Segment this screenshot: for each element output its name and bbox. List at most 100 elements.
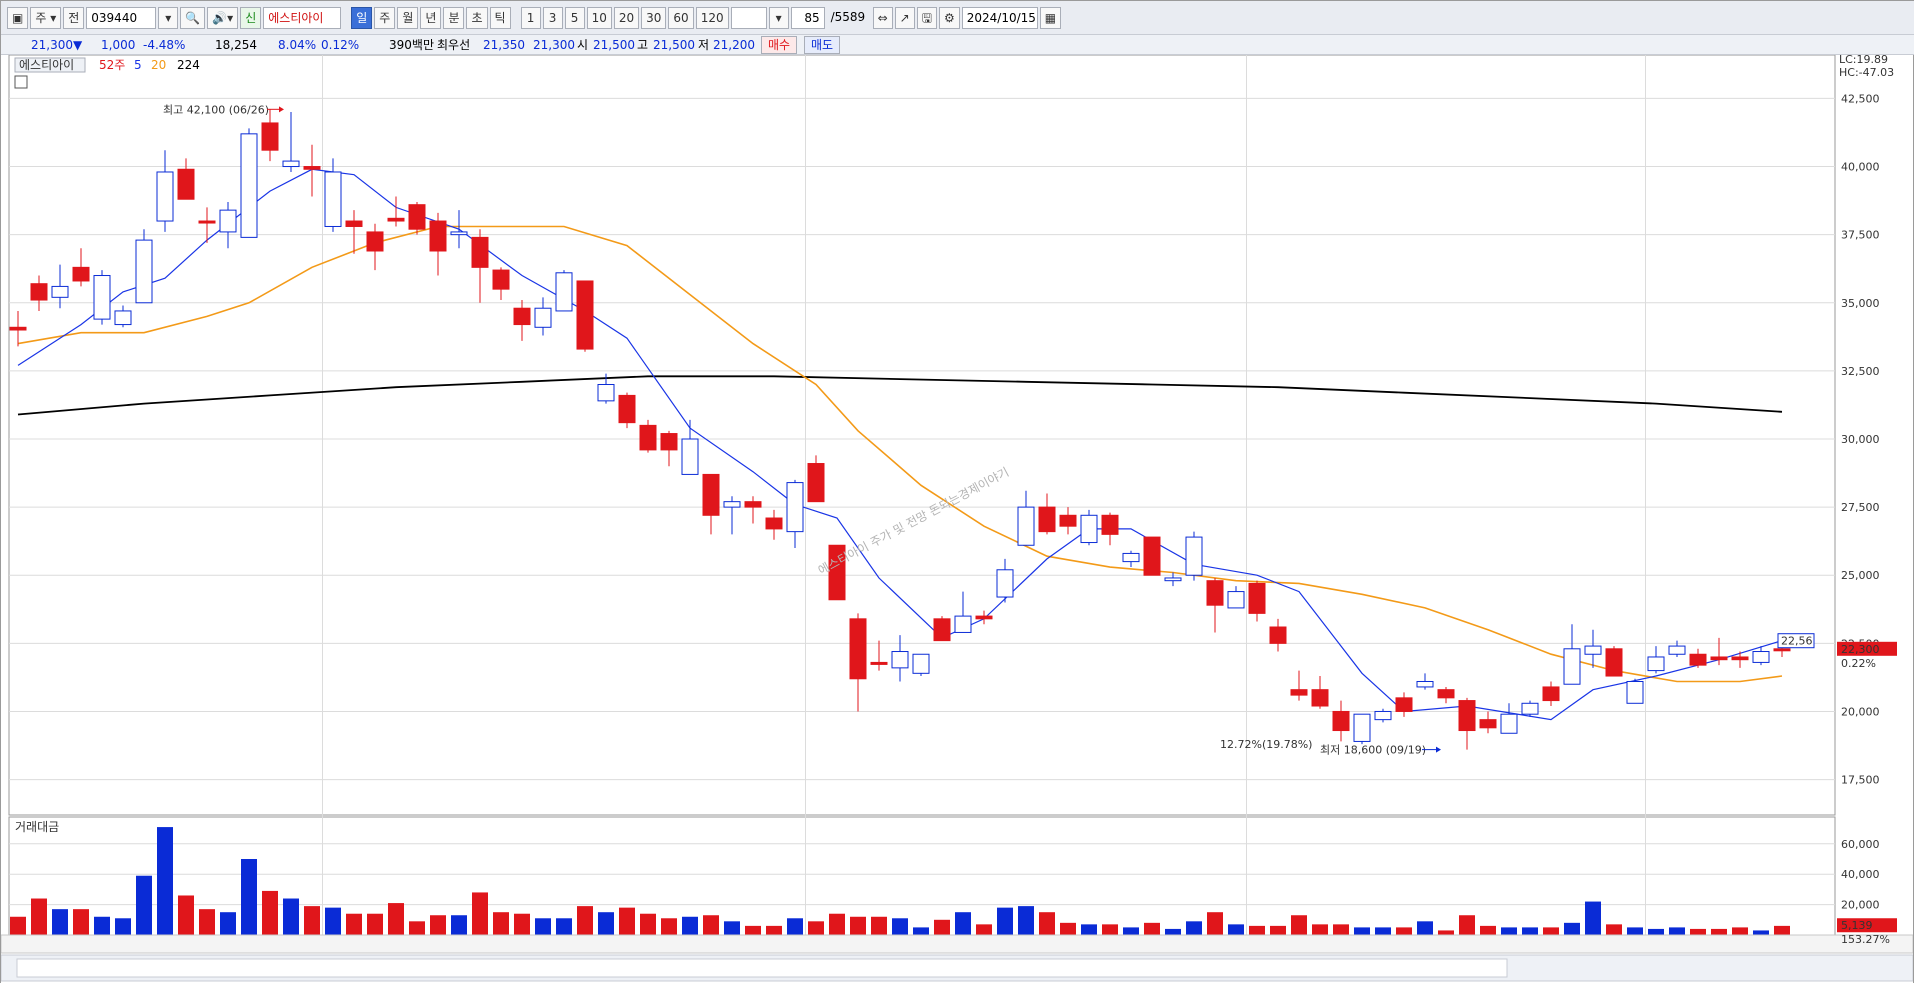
high-arrowhead: [279, 106, 284, 113]
candle-body: [1332, 710, 1350, 732]
stock-code-input[interactable]: 039440: [86, 6, 157, 29]
best-bid-price: 21,300: [533, 38, 575, 52]
interval-1[interactable]: 1: [520, 6, 541, 29]
high-price: 21,500: [653, 38, 695, 52]
volume-bar: [1690, 928, 1706, 935]
candle-body: [660, 433, 678, 451]
candle-body: [933, 618, 951, 642]
candle-body: [954, 615, 972, 633]
candle-body: [1164, 577, 1182, 582]
candle-body: [975, 615, 993, 620]
volume-bar: [1585, 901, 1601, 935]
lc-label: LC:19.89: [1839, 55, 1888, 66]
volume-bar: [934, 919, 950, 935]
volume-bars: [10, 827, 1790, 935]
candle-body: [1458, 700, 1476, 732]
period-tab-year[interactable]: 년: [420, 6, 442, 29]
chart-mode-button[interactable]: 전: [63, 6, 85, 29]
candle-body: [1227, 591, 1245, 609]
candle-body: [1752, 651, 1770, 663]
candle-body: [324, 171, 342, 227]
layout-icon[interactable]: ▣: [7, 6, 29, 29]
sound-icon[interactable]: 🔊▾: [207, 6, 239, 29]
volume-bar: [1396, 927, 1412, 935]
candle-body: [534, 307, 552, 328]
custom-interval-dropdown-icon[interactable]: ▾: [768, 6, 789, 29]
volume-bar: [808, 921, 824, 935]
chart-axes: 42,500 40,000 37,500 35,000 32,500 30,000 27,5…: [1, 92, 1913, 982]
volume-bar: [997, 907, 1013, 935]
volume-pane-title: 거래대금: [15, 820, 59, 834]
period-tab-month[interactable]: 월: [397, 6, 419, 29]
volume-bar: [493, 912, 509, 935]
period-tab-second[interactable]: 초: [466, 6, 488, 29]
best-ask-label: 최우선: [437, 38, 471, 52]
volume-bar: [325, 907, 341, 935]
candle-body: [1185, 536, 1203, 576]
y-tick-label: 37,500: [1841, 229, 1880, 242]
price-pane-frame: [8, 55, 1836, 816]
volume-bar: [430, 915, 446, 935]
candle-body: [282, 160, 300, 168]
candle-body: [72, 266, 90, 282]
candle-body: [450, 231, 468, 236]
interval-30[interactable]: 30: [641, 6, 667, 29]
interval-5[interactable]: 5: [564, 6, 585, 29]
new-badge[interactable]: 신: [240, 6, 262, 29]
volume-bar: [745, 925, 761, 935]
legend-item: 52주: [99, 58, 125, 72]
indicator-icon[interactable]: ↗: [894, 6, 915, 29]
price-chart[interactable]: 42,500 40,000 37,500 35,000 32,500 30,000 27,5…: [1, 55, 1913, 983]
sell-button[interactable]: 매도: [804, 36, 841, 54]
date-input[interactable]: 2024/10/15: [961, 6, 1038, 29]
volume-bar: [178, 895, 194, 935]
ma224-line: [17, 375, 1783, 416]
volume-bar: [619, 907, 635, 935]
interval-10[interactable]: 10: [586, 6, 612, 29]
market-type-select[interactable]: 주 ▾: [30, 6, 62, 29]
volume-bar: [787, 918, 803, 935]
volume-bar: [1018, 906, 1034, 935]
bar-count-input[interactable]: 85: [790, 6, 825, 29]
zoom-icon[interactable]: ⇔: [872, 6, 893, 29]
moving-average-lines: [17, 168, 1783, 721]
candle-body: [492, 269, 510, 290]
y-tick-label: 27,500: [1841, 501, 1880, 514]
candle-body: [1416, 680, 1434, 688]
ma-value-label: 22,56: [1781, 635, 1813, 648]
candle-body: [1647, 656, 1665, 672]
custom-interval-input[interactable]: [730, 6, 767, 29]
candle-body: [1101, 514, 1119, 535]
period-tab-week[interactable]: 주: [374, 6, 396, 29]
volume-bar: [1081, 924, 1097, 935]
y-tick-label: 35,000: [1841, 297, 1880, 310]
open-price: 21,500: [593, 38, 635, 52]
volume-bar: [220, 912, 236, 935]
volume-bar: [1732, 927, 1748, 935]
interval-120[interactable]: 120: [695, 6, 729, 29]
candle-body: [513, 307, 531, 326]
volume-bar: [1270, 925, 1286, 935]
save-icon[interactable]: 🖫: [916, 6, 937, 29]
search-icon[interactable]: 🔍: [180, 6, 206, 29]
interval-3[interactable]: 3: [542, 6, 563, 29]
period-tab-minute[interactable]: 분: [443, 6, 465, 29]
interval-60[interactable]: 60: [668, 6, 694, 29]
candle-body: [891, 651, 909, 669]
candle-body: [807, 463, 825, 503]
buy-button[interactable]: 매수: [761, 36, 798, 54]
settings-gear-icon[interactable]: ⚙: [938, 6, 960, 29]
last-price-label: 22,300: [1841, 643, 1880, 656]
calendar-icon[interactable]: ▦: [1039, 6, 1062, 29]
volume-bar: [1165, 928, 1181, 935]
low-arrowhead: [1436, 746, 1441, 753]
period-tab-day[interactable]: 일: [351, 6, 373, 29]
legend-item: 224: [177, 58, 200, 72]
candle-body: [51, 285, 69, 298]
code-dropdown-icon[interactable]: ▾: [158, 6, 179, 29]
last-percent-label: 0.22%: [1841, 657, 1876, 670]
period-tab-tick[interactable]: 틱: [489, 6, 511, 29]
interval-20[interactable]: 20: [613, 6, 640, 29]
hc-label: HC:-47.03: [1839, 66, 1894, 79]
